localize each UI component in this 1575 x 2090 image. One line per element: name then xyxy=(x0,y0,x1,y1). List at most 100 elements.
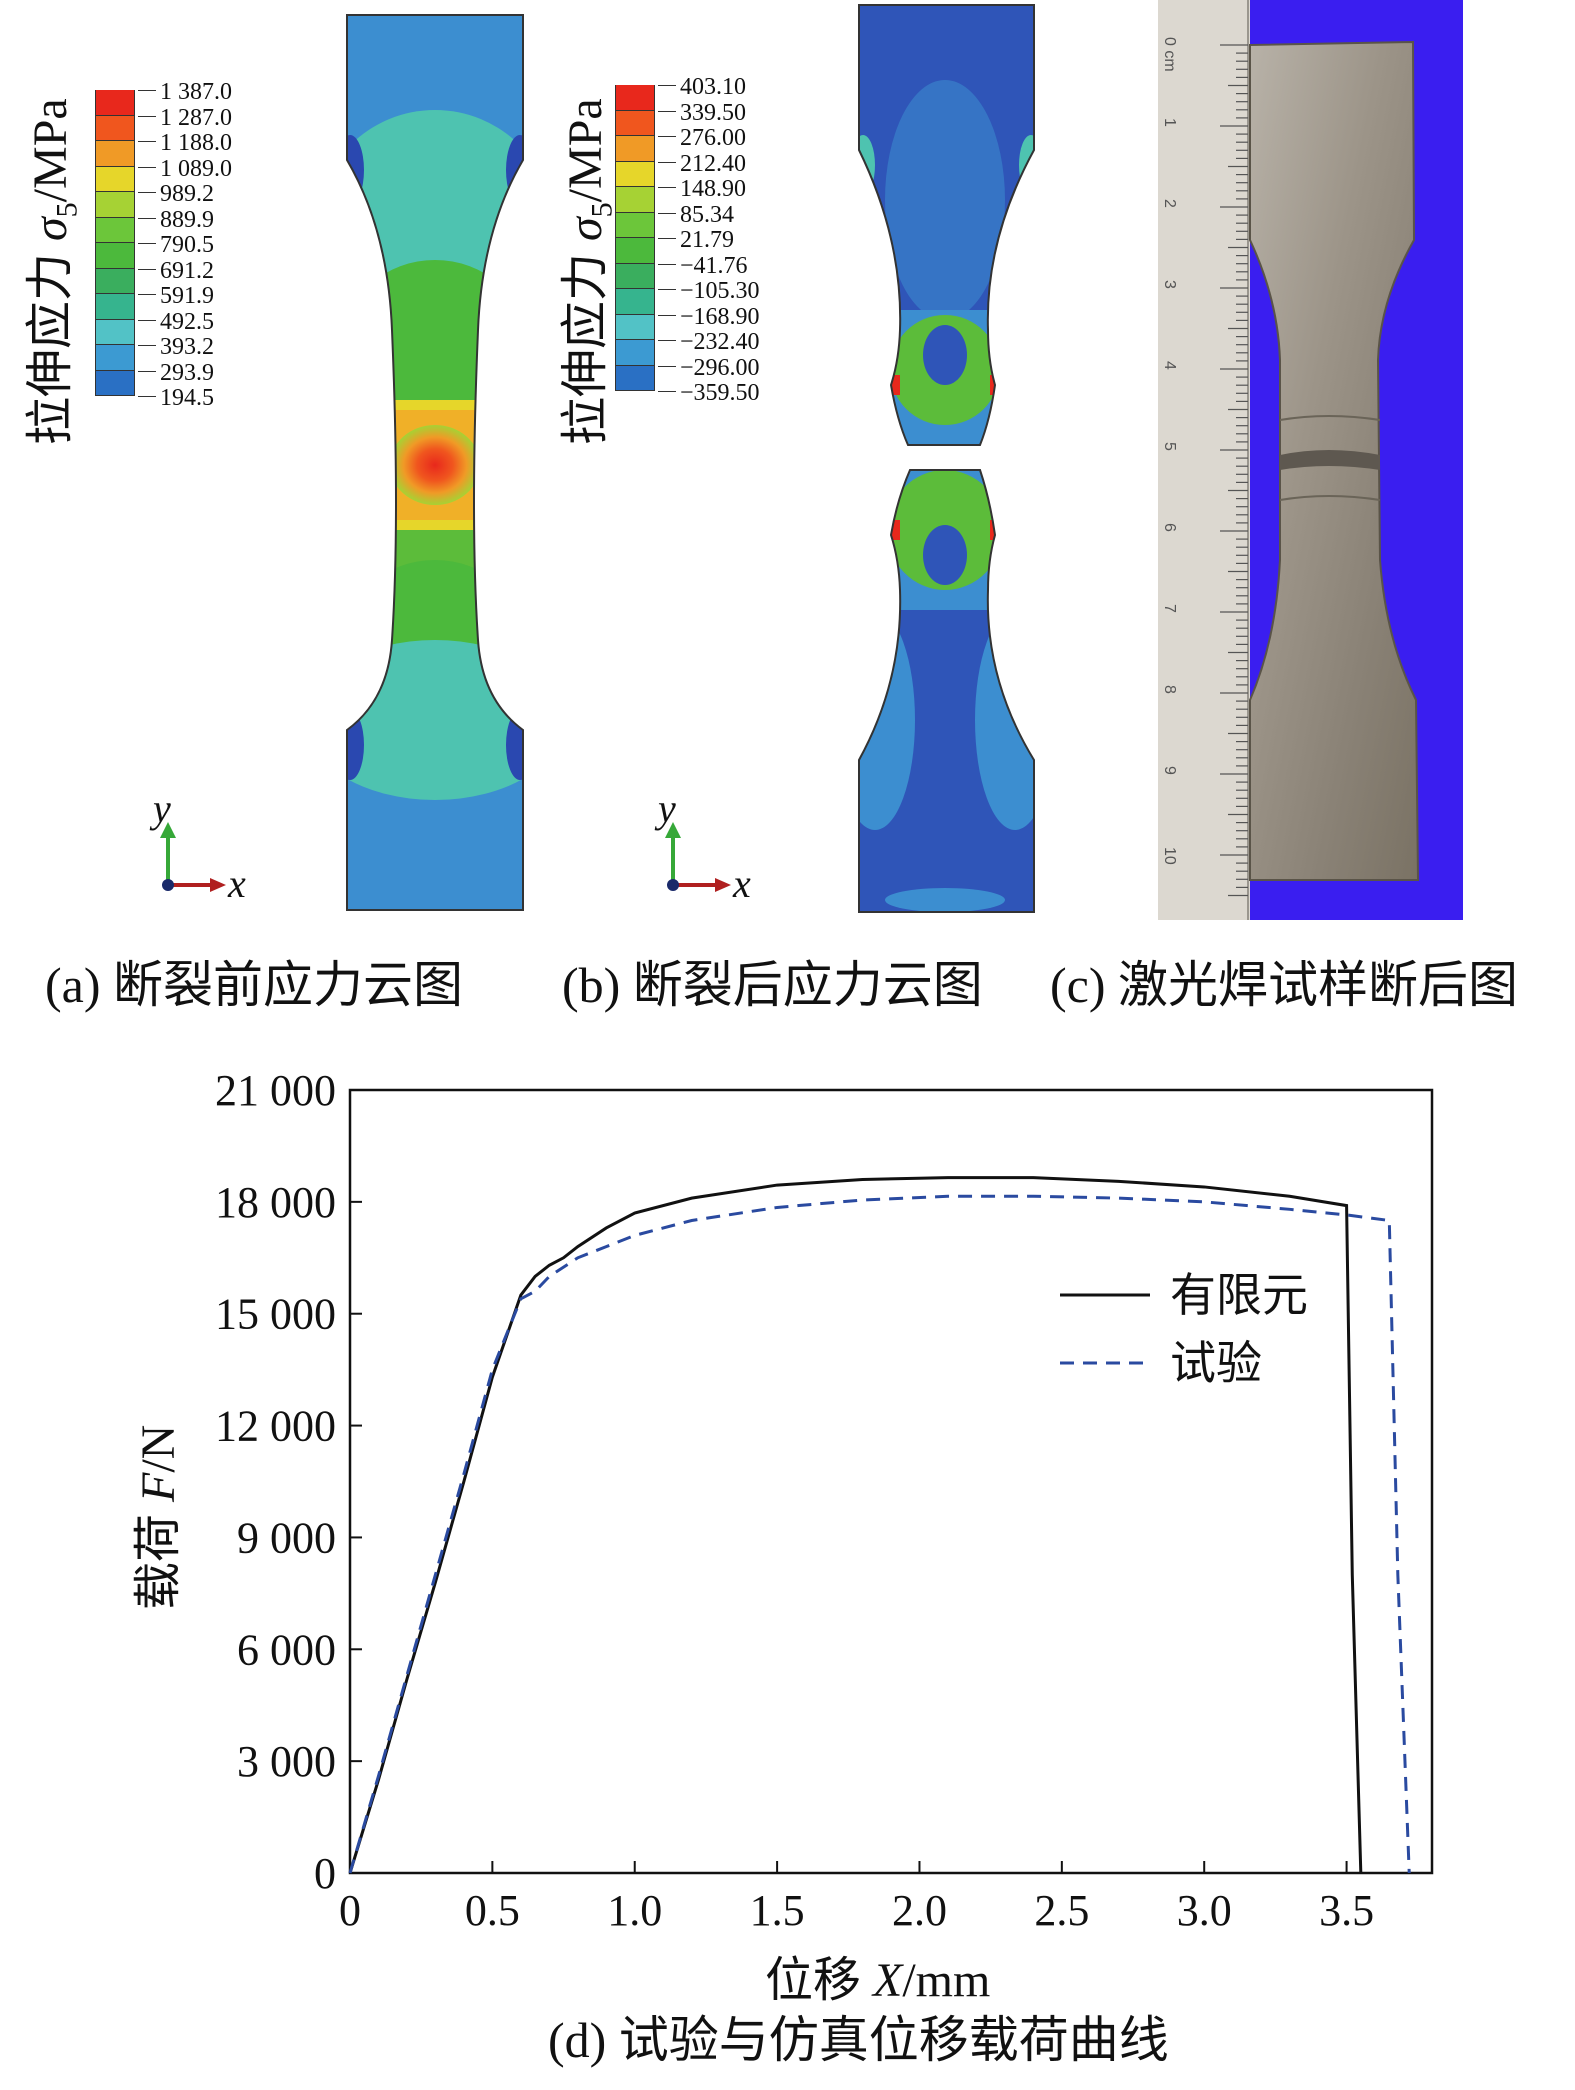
legend-swatch xyxy=(95,217,135,243)
y-tick-label: 21 000 xyxy=(215,1066,336,1115)
legend-swatch xyxy=(95,294,135,320)
legend-tick xyxy=(658,391,676,392)
legend-tick xyxy=(658,238,676,239)
legend-value: −41.76 xyxy=(680,252,748,279)
panel-c-caption: (c) 激光焊试样断后图 xyxy=(1050,957,1518,1013)
legend-tick xyxy=(138,268,156,270)
x-title-symbol: X xyxy=(873,1954,903,2007)
legend-value: −105.30 xyxy=(680,278,760,304)
chart-y-axis-title: 载荷 F/N xyxy=(118,1425,188,1610)
y-tick-label: 6 000 xyxy=(237,1625,336,1674)
legend-swatch xyxy=(95,268,135,294)
legend-value: 492.5 xyxy=(160,308,214,335)
chart-x-axis-title: 位移 X/mm xyxy=(765,1940,990,2010)
legend-tick xyxy=(658,314,676,316)
legend-swatch xyxy=(615,365,655,391)
panel-b-caption: (b) 断裂后应力云图 xyxy=(562,957,983,1013)
y-tick-label: 15 000 xyxy=(215,1290,336,1339)
legend-tick xyxy=(658,136,676,137)
series-line xyxy=(348,1176,1363,1874)
panel-b-axis-y-label: y xyxy=(658,786,676,831)
panel-b-specimen-contour xyxy=(858,4,1035,913)
ruler-ticks xyxy=(1220,44,1248,897)
legend-tick xyxy=(138,90,156,91)
x-tick-label: 0.5 xyxy=(465,1886,520,1935)
panel-a-axis-x-label: x xyxy=(228,861,246,906)
legend-value: 989.2 xyxy=(160,181,214,207)
legend-value: −168.90 xyxy=(680,303,760,330)
x-tick-label: 2.0 xyxy=(892,1886,947,1935)
legend-tick xyxy=(138,217,156,219)
legend-swatch xyxy=(615,340,655,366)
legend-value: 591.9 xyxy=(160,283,214,309)
y-tick-label: 18 000 xyxy=(215,1178,336,1227)
ruler-label: 8 xyxy=(1161,685,1178,694)
legend-value: 1 287.0 xyxy=(160,104,232,131)
ruler-label: 5 xyxy=(1161,442,1178,451)
legend-tick xyxy=(658,187,676,188)
panel-a-legend-title: 拉伸应力 σ5/MPa xyxy=(10,98,85,445)
legend-value: 790.5 xyxy=(160,232,214,258)
legend-tick xyxy=(658,289,676,290)
panel-a-specimen-contour xyxy=(346,14,524,911)
legend-swatch xyxy=(95,166,135,192)
legend-swatch xyxy=(615,110,655,136)
legend-value: 276.00 xyxy=(680,125,746,151)
legend-swatch xyxy=(615,212,655,238)
legend-value: 1 387.0 xyxy=(160,79,232,105)
panel-b-color-legend xyxy=(615,85,655,391)
legend-swatch xyxy=(95,370,135,396)
legend-swatch xyxy=(95,192,135,218)
legend-tick xyxy=(658,340,676,341)
ruler-label: 6 xyxy=(1161,523,1178,532)
legend-title-cn: 拉伸应力 xyxy=(559,252,612,445)
panel-a-axis-y-label: y xyxy=(153,786,171,831)
legend-symbol: σ xyxy=(24,217,77,241)
legend-tick xyxy=(658,161,676,163)
legend-swatch xyxy=(95,90,135,116)
x-tick-label: 0 xyxy=(339,1886,361,1935)
legend-swatch xyxy=(615,263,655,289)
legend-swatch xyxy=(615,238,655,264)
ruler-label: 10 xyxy=(1161,847,1178,865)
legend-value: 148.90 xyxy=(680,176,746,202)
legend-subscript: 5 xyxy=(50,202,84,218)
x-tick-label: 3.0 xyxy=(1177,1886,1232,1935)
legend-swatch xyxy=(95,345,135,371)
legend-value: 889.9 xyxy=(160,206,214,233)
plot-frame xyxy=(348,1088,1434,1875)
legend-value: 403.10 xyxy=(680,74,746,100)
legend-swatch xyxy=(615,289,655,315)
legend-value: 1 089.0 xyxy=(160,155,232,182)
legend-swatch xyxy=(615,85,655,111)
panel-b-axis-x-label: x xyxy=(733,861,751,906)
legend-value: −359.50 xyxy=(680,380,760,406)
legend-value: 85.34 xyxy=(680,201,734,228)
legend-tick xyxy=(658,85,676,86)
legend-value: −296.00 xyxy=(680,354,760,381)
x-tick-label: 2.5 xyxy=(1034,1886,1089,1935)
legend-title-cn: 拉伸应力 xyxy=(24,252,77,445)
legend-swatch xyxy=(615,161,655,187)
legend-value: 339.50 xyxy=(680,99,746,126)
panel-d-caption: (d) 试验与仿真位移载荷曲线 xyxy=(548,2012,1169,2068)
legend-swatch xyxy=(615,136,655,162)
load-displacement-chart: 0 3 000 6 000 9 000 12 000 15 000 18 000 21 000… xyxy=(215,1066,1434,1935)
panel-b-axis-triad xyxy=(665,822,731,892)
legend-unit: /MPa xyxy=(24,98,77,203)
ruler-label: 1 xyxy=(1161,118,1178,127)
panel-a-stress-before-fracture: 拉伸应力 σ5/MPa 1 387.0 1 287.0 1 188.0 1 089.0… xyxy=(0,0,545,925)
legend-tick xyxy=(138,166,156,168)
legend-tick xyxy=(658,212,676,214)
legend-swatch xyxy=(615,314,655,340)
legend-tick xyxy=(138,294,156,295)
x-title-unit: /mm xyxy=(902,1954,991,2007)
legend-label: 有限元 xyxy=(1170,1270,1308,1321)
x-tick-label: 3.5 xyxy=(1319,1886,1374,1935)
y-title-cn: 载荷 xyxy=(132,1501,185,1610)
legend-value: 1 188.0 xyxy=(160,130,232,156)
panel-c-specimen-photo: 0 cm 1 2 3 4 5 6 7 8 9 10 xyxy=(1158,0,1463,920)
panel-b-legend-title: 拉伸应力 σ5/MPa xyxy=(545,98,620,445)
y-tick-label: 12 000 xyxy=(215,1402,336,1451)
ruler-label: 0 cm xyxy=(1161,37,1178,72)
